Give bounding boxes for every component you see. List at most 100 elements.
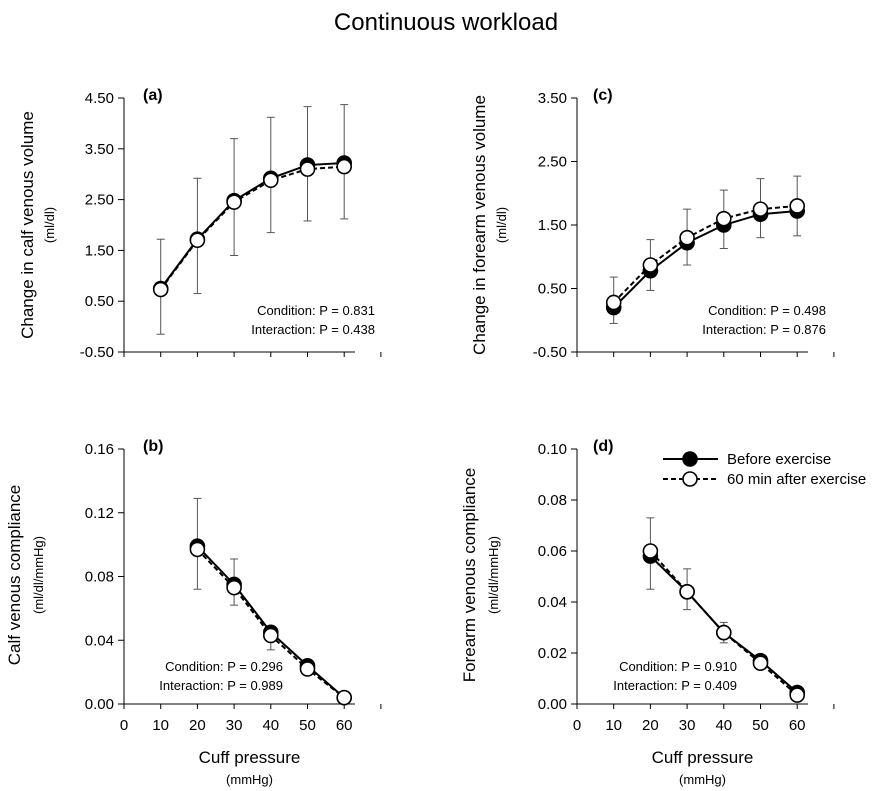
data-point-after: [152, 281, 169, 298]
y-tick-label: 4.50: [85, 90, 114, 107]
y-axis-unit: (ml/dl/mmHg): [486, 536, 501, 614]
x-tick-label: 30: [226, 717, 243, 734]
legend-marker: [682, 471, 698, 487]
y-tick-label: 0.50: [85, 293, 114, 310]
panel-label: (a): [143, 87, 163, 104]
series-line-after: [159, 165, 345, 291]
panel-label: (c): [593, 87, 613, 104]
x-axis-unit: (mmHg): [226, 772, 273, 787]
data-point-after: [226, 579, 242, 596]
panel-label: (d): [593, 438, 613, 455]
data-point-after: [715, 210, 732, 227]
panel-d: 0.00 0.02 0.04 0.06 0.08 0.10 0 10 20 30 40 50 60 For…: [460, 438, 835, 787]
stat-annotation: Interaction: P = 0.438: [251, 322, 375, 337]
y-tick-label: 3.50: [85, 141, 114, 158]
x-tick-label: 60: [336, 717, 353, 734]
legend-label: 60 min after exercise: [727, 471, 866, 488]
legend-label: Before exercise: [727, 451, 831, 468]
y-tick-label: 0.08: [538, 492, 567, 509]
data-point-after: [299, 161, 316, 177]
x-tick-label: 30: [679, 717, 696, 734]
data-point-after: [642, 543, 659, 559]
y-tick-label: 0.06: [538, 543, 567, 560]
x-tick-label: 10: [152, 717, 169, 734]
x-tick-label: 50: [299, 717, 316, 734]
series-line-before: [612, 210, 798, 309]
legend-marker: [682, 451, 698, 467]
y-axis-label: Forearm venous compliance: [460, 468, 479, 682]
data-point-after: [642, 257, 659, 273]
y-axis-label: Change in calf venous volume: [18, 111, 37, 339]
y-axis-label: Change in forearm venous volume: [470, 95, 489, 355]
panel-label: (b): [143, 438, 163, 455]
stat-annotation: Interaction: P = 0.876: [702, 322, 826, 337]
panels: -0.50 0.50 1.50 2.50 3.50 4.50 Change in calf …: [5, 87, 835, 787]
x-tick-label: 20: [642, 717, 659, 734]
data-point-after: [226, 194, 242, 210]
x-tick-label: 10: [605, 717, 622, 734]
data-point-after: [336, 158, 353, 175]
y-tick-label: 0.04: [85, 632, 114, 649]
y-tick-label: 2.50: [538, 154, 567, 171]
stat-annotation: Condition: P = 0.910: [619, 659, 737, 674]
series-line-before: [159, 162, 345, 290]
data-point-after: [715, 624, 732, 641]
y-tick-label: 0.00: [85, 696, 114, 713]
series-line-before: [196, 545, 345, 699]
data-point-after: [752, 655, 769, 672]
y-tick-label: 0.50: [538, 281, 567, 298]
stat-annotation: Condition: P = 0.831: [257, 303, 375, 318]
x-axis-unit: (mmHg): [679, 772, 726, 787]
y-tick-label: 1.50: [538, 217, 567, 234]
stat-annotation: Interaction: P = 0.989: [159, 678, 283, 693]
data-point-after: [679, 229, 695, 246]
y-tick-label: 3.50: [538, 90, 567, 107]
series-line-after: [612, 204, 798, 304]
x-tick-label: 0: [573, 717, 581, 734]
x-tick-label: 60: [789, 717, 806, 734]
y-axis-unit: (ml/dl): [42, 207, 57, 243]
data-point-after: [336, 689, 353, 706]
x-axis-label: Cuff pressure: [652, 748, 754, 767]
x-axis-label: Cuff pressure: [199, 748, 301, 767]
data-point-after: [262, 627, 279, 644]
series-line-after: [649, 550, 798, 696]
y-tick-label: 0.02: [538, 645, 567, 662]
y-tick-label: -0.50: [533, 344, 567, 361]
data-point-after: [752, 201, 769, 217]
y-tick-label: 2.50: [85, 192, 114, 209]
y-tick-label: 1.50: [85, 242, 114, 259]
y-tick-label: 0.12: [85, 505, 114, 522]
data-point-after: [189, 232, 206, 249]
data-point-after: [679, 583, 695, 600]
x-tick-label: 0: [120, 717, 128, 734]
y-tick-label: 0.08: [85, 569, 114, 586]
legend: Before exercise 60 min after exercise: [663, 451, 866, 488]
y-tick-label: 0.16: [85, 441, 114, 458]
data-point-after: [262, 172, 279, 189]
y-tick-label: 0.04: [538, 594, 567, 611]
stat-annotation: Condition: P = 0.296: [165, 659, 283, 674]
series-line-after: [196, 548, 345, 699]
panel-c: -0.50 0.50 1.50 2.50 3.50 Change in forearm v…: [470, 87, 835, 361]
y-tick-label: -0.50: [80, 344, 114, 361]
x-tick-label: 40: [715, 717, 732, 734]
x-tick-label: 50: [752, 717, 769, 734]
panel-b: 0.00 0.04 0.08 0.12 0.16 0 10 20 30 40 50 60 Calf ve…: [5, 438, 382, 787]
data-point-after: [605, 294, 622, 311]
y-tick-label: 0.10: [538, 441, 567, 458]
figure-title: Continuous workload: [334, 9, 558, 36]
y-tick-label: 0.00: [538, 696, 567, 713]
x-tick-label: 40: [262, 717, 279, 734]
y-axis-label: Calf venous compliance: [5, 485, 24, 665]
x-tick-label: 20: [189, 717, 206, 734]
y-axis-unit: (ml/dl): [494, 207, 509, 243]
data-point-after: [189, 541, 206, 558]
data-point-after: [789, 687, 806, 703]
panel-a: -0.50 0.50 1.50 2.50 3.50 4.50 Change in calf …: [18, 87, 382, 361]
data-point-after: [299, 661, 316, 677]
stat-annotation: Condition: P = 0.498: [708, 303, 826, 318]
stat-annotation: Interaction: P = 0.409: [613, 678, 737, 693]
y-axis-unit: (ml/dl/mmHg): [31, 536, 46, 614]
